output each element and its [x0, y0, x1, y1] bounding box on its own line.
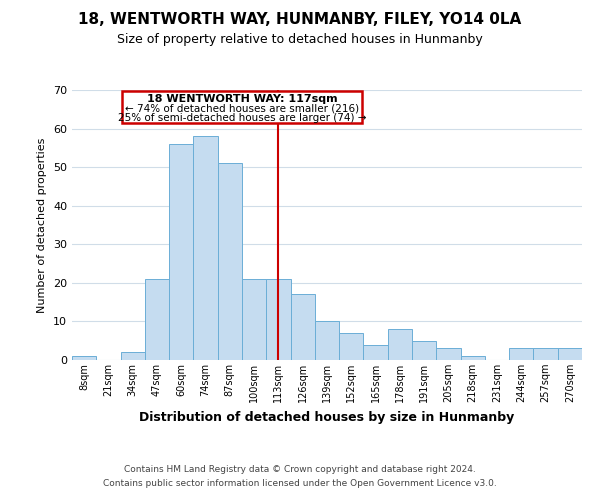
Bar — [461, 356, 485, 360]
Text: Contains HM Land Registry data © Crown copyright and database right 2024.
Contai: Contains HM Land Registry data © Crown c… — [103, 466, 497, 487]
Bar — [121, 352, 145, 360]
Bar — [169, 144, 193, 360]
Text: ← 74% of detached houses are smaller (216): ← 74% of detached houses are smaller (21… — [125, 104, 359, 114]
Bar — [388, 329, 412, 360]
Bar — [218, 164, 242, 360]
Y-axis label: Number of detached properties: Number of detached properties — [37, 138, 47, 312]
Text: 18 WENTWORTH WAY: 117sqm: 18 WENTWORTH WAY: 117sqm — [146, 94, 337, 104]
Bar — [193, 136, 218, 360]
Bar — [339, 333, 364, 360]
Text: 18, WENTWORTH WAY, HUNMANBY, FILEY, YO14 0LA: 18, WENTWORTH WAY, HUNMANBY, FILEY, YO14… — [79, 12, 521, 28]
Bar — [364, 344, 388, 360]
Text: 25% of semi-detached houses are larger (74) →: 25% of semi-detached houses are larger (… — [118, 113, 366, 123]
X-axis label: Distribution of detached houses by size in Hunmanby: Distribution of detached houses by size … — [139, 410, 515, 424]
Bar — [290, 294, 315, 360]
Bar — [509, 348, 533, 360]
Bar — [533, 348, 558, 360]
Bar — [412, 340, 436, 360]
Bar — [558, 348, 582, 360]
FancyBboxPatch shape — [122, 91, 362, 123]
Bar — [315, 322, 339, 360]
Bar — [242, 279, 266, 360]
Bar — [266, 279, 290, 360]
Bar — [145, 279, 169, 360]
Text: Size of property relative to detached houses in Hunmanby: Size of property relative to detached ho… — [117, 32, 483, 46]
Bar — [436, 348, 461, 360]
Bar — [72, 356, 96, 360]
